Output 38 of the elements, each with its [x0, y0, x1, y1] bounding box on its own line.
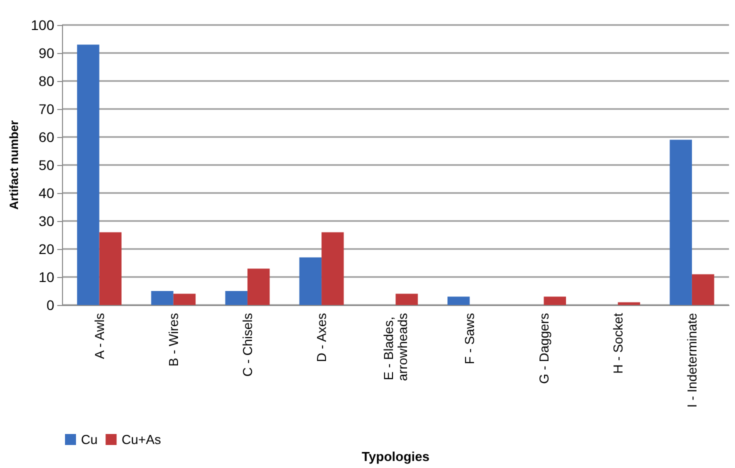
- y-tick-label: 100: [30, 17, 54, 33]
- y-tick-label: 80: [38, 73, 54, 89]
- y-tick-label: 90: [38, 45, 54, 61]
- y-tick-label: 60: [38, 129, 54, 145]
- x-tick-label: G - Daggers: [536, 312, 552, 384]
- bar: [247, 268, 270, 305]
- y-tick-label: 20: [38, 241, 54, 257]
- bar: [77, 44, 100, 305]
- x-tick-label: A - Awls: [92, 312, 107, 360]
- x-tick-label: D - Axes: [314, 312, 330, 362]
- bar: [670, 140, 692, 305]
- y-tick-label: 30: [38, 213, 54, 229]
- bar: [447, 296, 470, 305]
- legend-label: Cu+As: [122, 432, 162, 447]
- y-tick-label: 70: [38, 101, 54, 117]
- y-tick-label: 40: [38, 185, 54, 201]
- bar: [692, 274, 714, 305]
- bar: [151, 291, 174, 305]
- bar: [322, 232, 344, 305]
- y-tick-label: 50: [38, 157, 54, 173]
- x-tick-label: B - Wires: [166, 312, 181, 366]
- y-axis-title: Artifact number: [7, 120, 21, 210]
- legend-label: Cu: [81, 432, 98, 447]
- x-tick-label: H - Socket: [610, 312, 626, 374]
- y-tick-label: 0: [46, 297, 54, 313]
- bar: [544, 296, 566, 305]
- x-tick-label: C - Chisels: [240, 312, 255, 377]
- x-tick-label: F - Saws: [462, 312, 478, 364]
- y-tick-label: 10: [38, 269, 54, 285]
- bar: [299, 257, 322, 305]
- bar: [173, 294, 196, 305]
- x-axis-title: Typologies: [362, 449, 430, 464]
- bar: [618, 302, 640, 305]
- x-tick-label: E - Blades, arrowheads: [381, 312, 410, 381]
- x-tick-label: I - Indeterminate: [684, 313, 700, 408]
- bar: [225, 291, 248, 305]
- bar: [99, 232, 122, 305]
- bar: [396, 294, 418, 305]
